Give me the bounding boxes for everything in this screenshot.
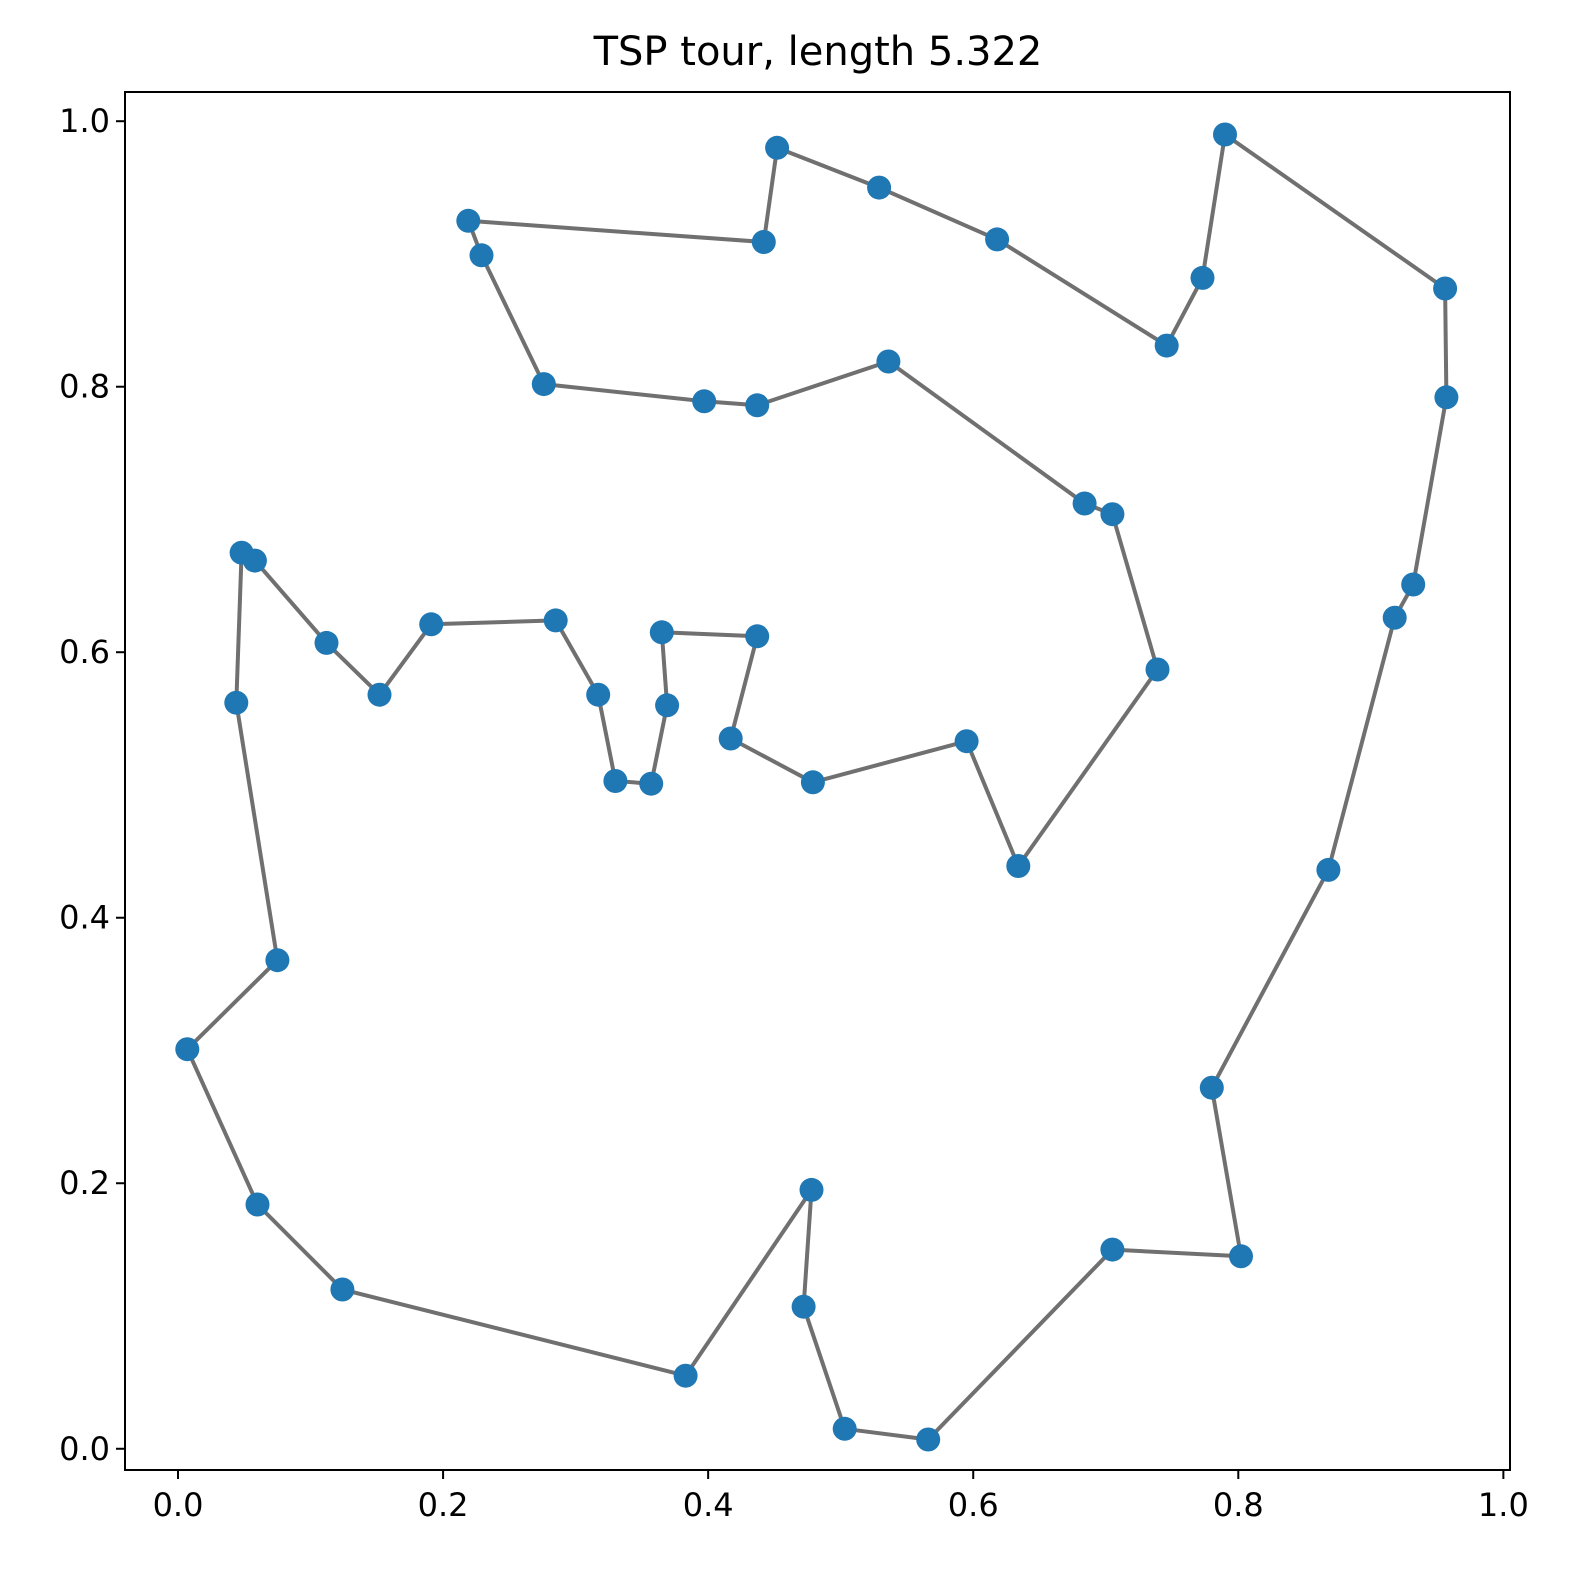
city-point bbox=[954, 729, 979, 754]
city-point bbox=[673, 1363, 698, 1388]
city-point bbox=[745, 624, 770, 649]
city-point bbox=[367, 682, 392, 707]
y-tick-label: 0.8 bbox=[59, 368, 110, 406]
x-tick-label: 0.2 bbox=[418, 1486, 469, 1524]
city-point bbox=[791, 1294, 816, 1319]
city-point bbox=[265, 948, 290, 973]
city-point bbox=[745, 393, 770, 418]
city-point bbox=[800, 770, 825, 795]
x-tick-label: 0.8 bbox=[1213, 1486, 1264, 1524]
city-point bbox=[1433, 276, 1458, 301]
city-point bbox=[1213, 122, 1237, 147]
city-point bbox=[1190, 265, 1215, 290]
city-point bbox=[799, 1177, 824, 1202]
city-point bbox=[718, 726, 743, 751]
city-point bbox=[1199, 1075, 1224, 1100]
city-point bbox=[1229, 1244, 1253, 1269]
city-point bbox=[649, 620, 674, 645]
city-point bbox=[876, 349, 901, 374]
x-tick-label: 0.4 bbox=[683, 1486, 734, 1524]
city-point bbox=[469, 243, 494, 268]
city-point bbox=[985, 227, 1010, 252]
city-point bbox=[692, 389, 717, 414]
city-point bbox=[224, 690, 249, 715]
city-point bbox=[245, 1192, 270, 1217]
city-point bbox=[1434, 385, 1459, 410]
city-point bbox=[330, 1277, 355, 1302]
city-point bbox=[1382, 605, 1407, 630]
city-point bbox=[655, 693, 680, 718]
city-point bbox=[751, 230, 776, 254]
city-point bbox=[1154, 333, 1179, 358]
y-tick-label: 0.6 bbox=[59, 633, 110, 671]
city-point bbox=[456, 208, 481, 233]
city-point bbox=[832, 1416, 857, 1441]
city-point bbox=[1316, 857, 1341, 882]
y-tick-label: 0.4 bbox=[59, 899, 110, 937]
city-point bbox=[1145, 657, 1170, 682]
city-point bbox=[1401, 572, 1426, 597]
x-tick-label: 1.0 bbox=[1478, 1486, 1529, 1524]
city-point bbox=[603, 769, 628, 793]
y-tick-label: 0.0 bbox=[59, 1430, 110, 1468]
city-point bbox=[639, 771, 664, 796]
city-point bbox=[543, 608, 568, 633]
city-point bbox=[1100, 1237, 1125, 1262]
x-tick-label: 0.0 bbox=[153, 1486, 204, 1524]
city-point bbox=[242, 548, 267, 573]
city-point bbox=[175, 1037, 200, 1062]
y-tick-label: 1.0 bbox=[59, 102, 110, 140]
axes: 0.0 0.2 0.4 0.6 0.8 1.0 0.0 0.2 0.4 0.6 0.8 1.0 bbox=[59, 91, 1529, 1524]
axes-frame bbox=[124, 91, 1511, 1471]
city-point bbox=[1006, 854, 1031, 878]
city-point bbox=[1100, 502, 1125, 527]
city-point bbox=[314, 630, 339, 655]
city-point bbox=[867, 175, 892, 200]
city-point bbox=[765, 135, 790, 160]
city-point bbox=[419, 612, 444, 637]
city-point bbox=[1072, 491, 1097, 516]
city-point bbox=[916, 1427, 941, 1452]
plot-area bbox=[175, 122, 1459, 1452]
city-point bbox=[586, 682, 611, 707]
city-point bbox=[531, 372, 556, 397]
y-tick-label: 0.2 bbox=[59, 1164, 110, 1202]
x-tick-label: 0.6 bbox=[948, 1486, 999, 1524]
chart-title: TSP tour, length 5.322 bbox=[593, 29, 1043, 75]
